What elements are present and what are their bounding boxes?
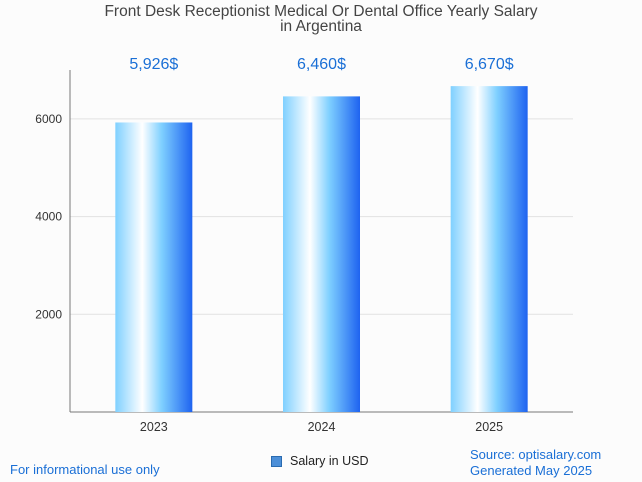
bar (115, 122, 193, 413)
legend-swatch (271, 455, 282, 467)
bar (283, 96, 360, 412)
bar-value-label: 6,460$ (297, 56, 346, 73)
generated-line: Generated May 2025 (470, 463, 593, 478)
x-tick-label: 2025 (475, 420, 503, 434)
bar-value-label: 6,670$ (465, 56, 514, 73)
y-tick-label: 6000 (35, 112, 62, 126)
chart-title-line1: Front Desk Receptionist Medical Or Denta… (104, 3, 538, 20)
x-tick-label: 2023 (140, 420, 168, 434)
legend-label: Salary in USD (290, 454, 369, 468)
legend: Salary in USD (271, 454, 369, 468)
source-line: Source: optisalary.com (470, 447, 602, 462)
chart-title-line2: in Argentina (280, 18, 362, 35)
y-tick-label: 4000 (35, 210, 62, 224)
bar-value-label: 5,926$ (129, 56, 178, 73)
y-tick-label: 2000 (35, 307, 62, 321)
source-text: Source: optisalary.com Generated May 202… (470, 447, 601, 479)
x-tick-label: 2024 (308, 420, 336, 434)
disclaimer-text: For informational use only (10, 462, 160, 477)
bar (450, 86, 528, 412)
